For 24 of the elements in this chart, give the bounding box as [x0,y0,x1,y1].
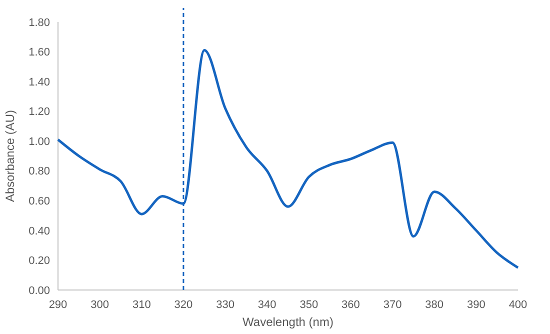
x-tick-label: 350 [300,299,318,311]
y-tick-label: 1.60 [28,46,50,59]
x-tick-label: 390 [467,299,486,311]
y-tick-label: 0.00 [28,284,50,297]
x-tick-label: 400 [508,299,528,311]
x-tick-label: 340 [258,299,276,311]
x-tick-label: 300 [90,299,109,311]
y-tick-label: 0.60 [28,196,50,208]
y-tick-label: 0.40 [28,225,50,238]
y-tick-label: 1.20 [28,106,50,118]
x-tick-label: 290 [48,299,68,311]
x-tick-label: 320 [174,299,193,311]
x-axis-title: Wavelength (nm) [242,315,334,329]
y-tick-label: 0.20 [28,255,50,268]
x-tick-label: 360 [342,299,360,311]
x-tick-label: 330 [216,299,234,311]
y-tick-label: 1.00 [28,136,50,148]
x-tick-label: 310 [132,299,151,311]
x-tick-label: 370 [383,299,402,311]
y-axis-title: Absorbance (AU) [3,110,17,202]
y-tick-label: 1.40 [28,76,50,88]
x-tick-label: 380 [425,299,444,311]
y-tick-label: 0.80 [28,166,50,178]
y-tick-label: 1.80 [28,16,50,29]
